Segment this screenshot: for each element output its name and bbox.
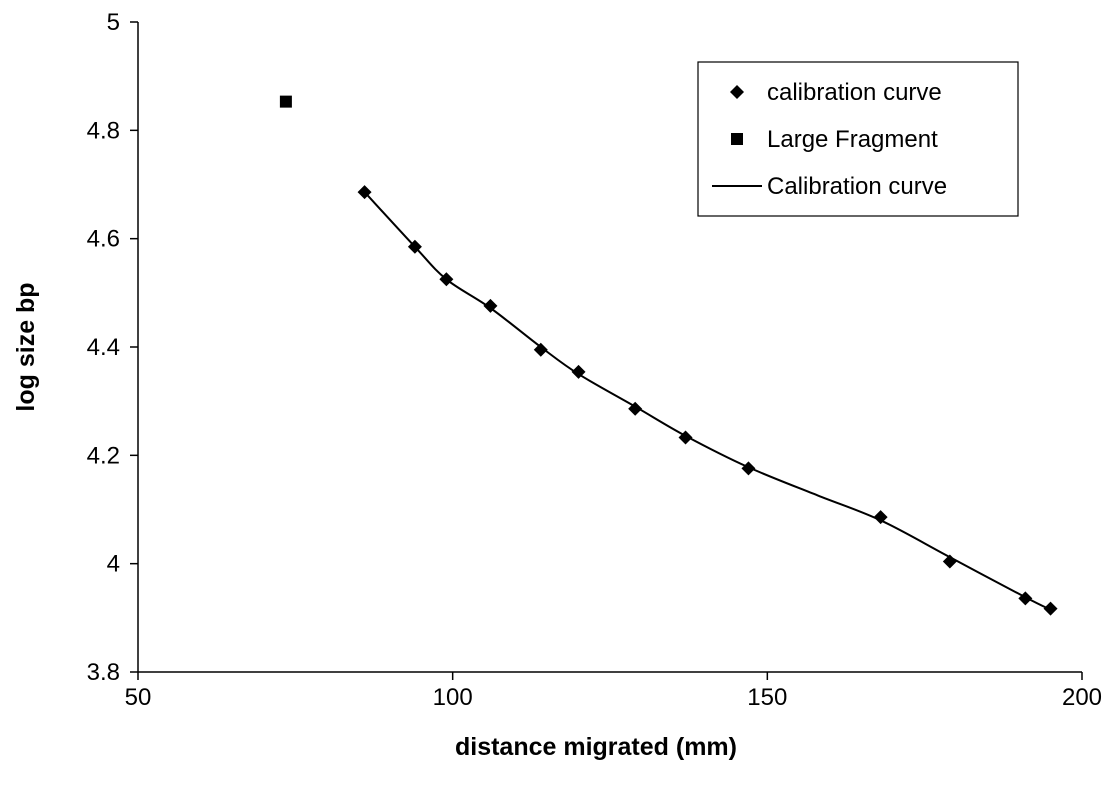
chart-plot-area (279, 95, 1058, 616)
chart-ticks: 3.8 4 4.2 4.4 4.6 4.8 5 50 100 150 200 (87, 9, 1102, 711)
y-tick-label: 4.2 (87, 442, 120, 469)
x-tick-label: 150 (747, 684, 787, 711)
y-tick-label: 5 (107, 9, 120, 36)
data-point-calibration (1043, 601, 1058, 616)
data-point-calibration (942, 554, 957, 569)
data-point-calibration (571, 364, 586, 379)
x-axis-title: distance migrated (mm) (455, 733, 737, 761)
data-point-calibration (678, 430, 693, 445)
series-line-calibration-curve (363, 191, 1051, 611)
y-tick-label: 3.8 (87, 659, 120, 686)
legend-label: Calibration curve (767, 173, 947, 200)
x-tick-label: 50 (125, 684, 152, 711)
data-point-calibration (439, 272, 454, 287)
y-tick-label: 4 (107, 551, 120, 578)
x-tick-label: 200 (1062, 684, 1102, 711)
data-point-calibration (483, 298, 498, 313)
legend-diamond-symbol (730, 85, 744, 99)
data-point-calibration (628, 401, 643, 416)
y-tick-label: 4.8 (87, 117, 120, 144)
legend-square-symbol (731, 133, 743, 145)
legend-label: Large Fragment (767, 126, 938, 153)
data-point-calibration (357, 185, 372, 200)
y-axis-title: log size bp (12, 282, 40, 411)
data-point-calibration (873, 510, 888, 525)
chart-legend: calibration curve Large Fragment Calibrati… (697, 61, 1019, 217)
data-point-calibration (741, 461, 756, 476)
legend-label: calibration curve (767, 79, 942, 106)
data-point-calibration (407, 239, 422, 254)
y-tick-label: 4.6 (87, 226, 120, 253)
data-point-calibration (533, 342, 548, 357)
data-point-large-fragment (279, 95, 292, 108)
data-point-calibration (1018, 591, 1033, 606)
y-tick-label: 4.4 (87, 334, 120, 361)
legend-box (697, 61, 1019, 217)
x-tick-label: 100 (433, 684, 473, 711)
